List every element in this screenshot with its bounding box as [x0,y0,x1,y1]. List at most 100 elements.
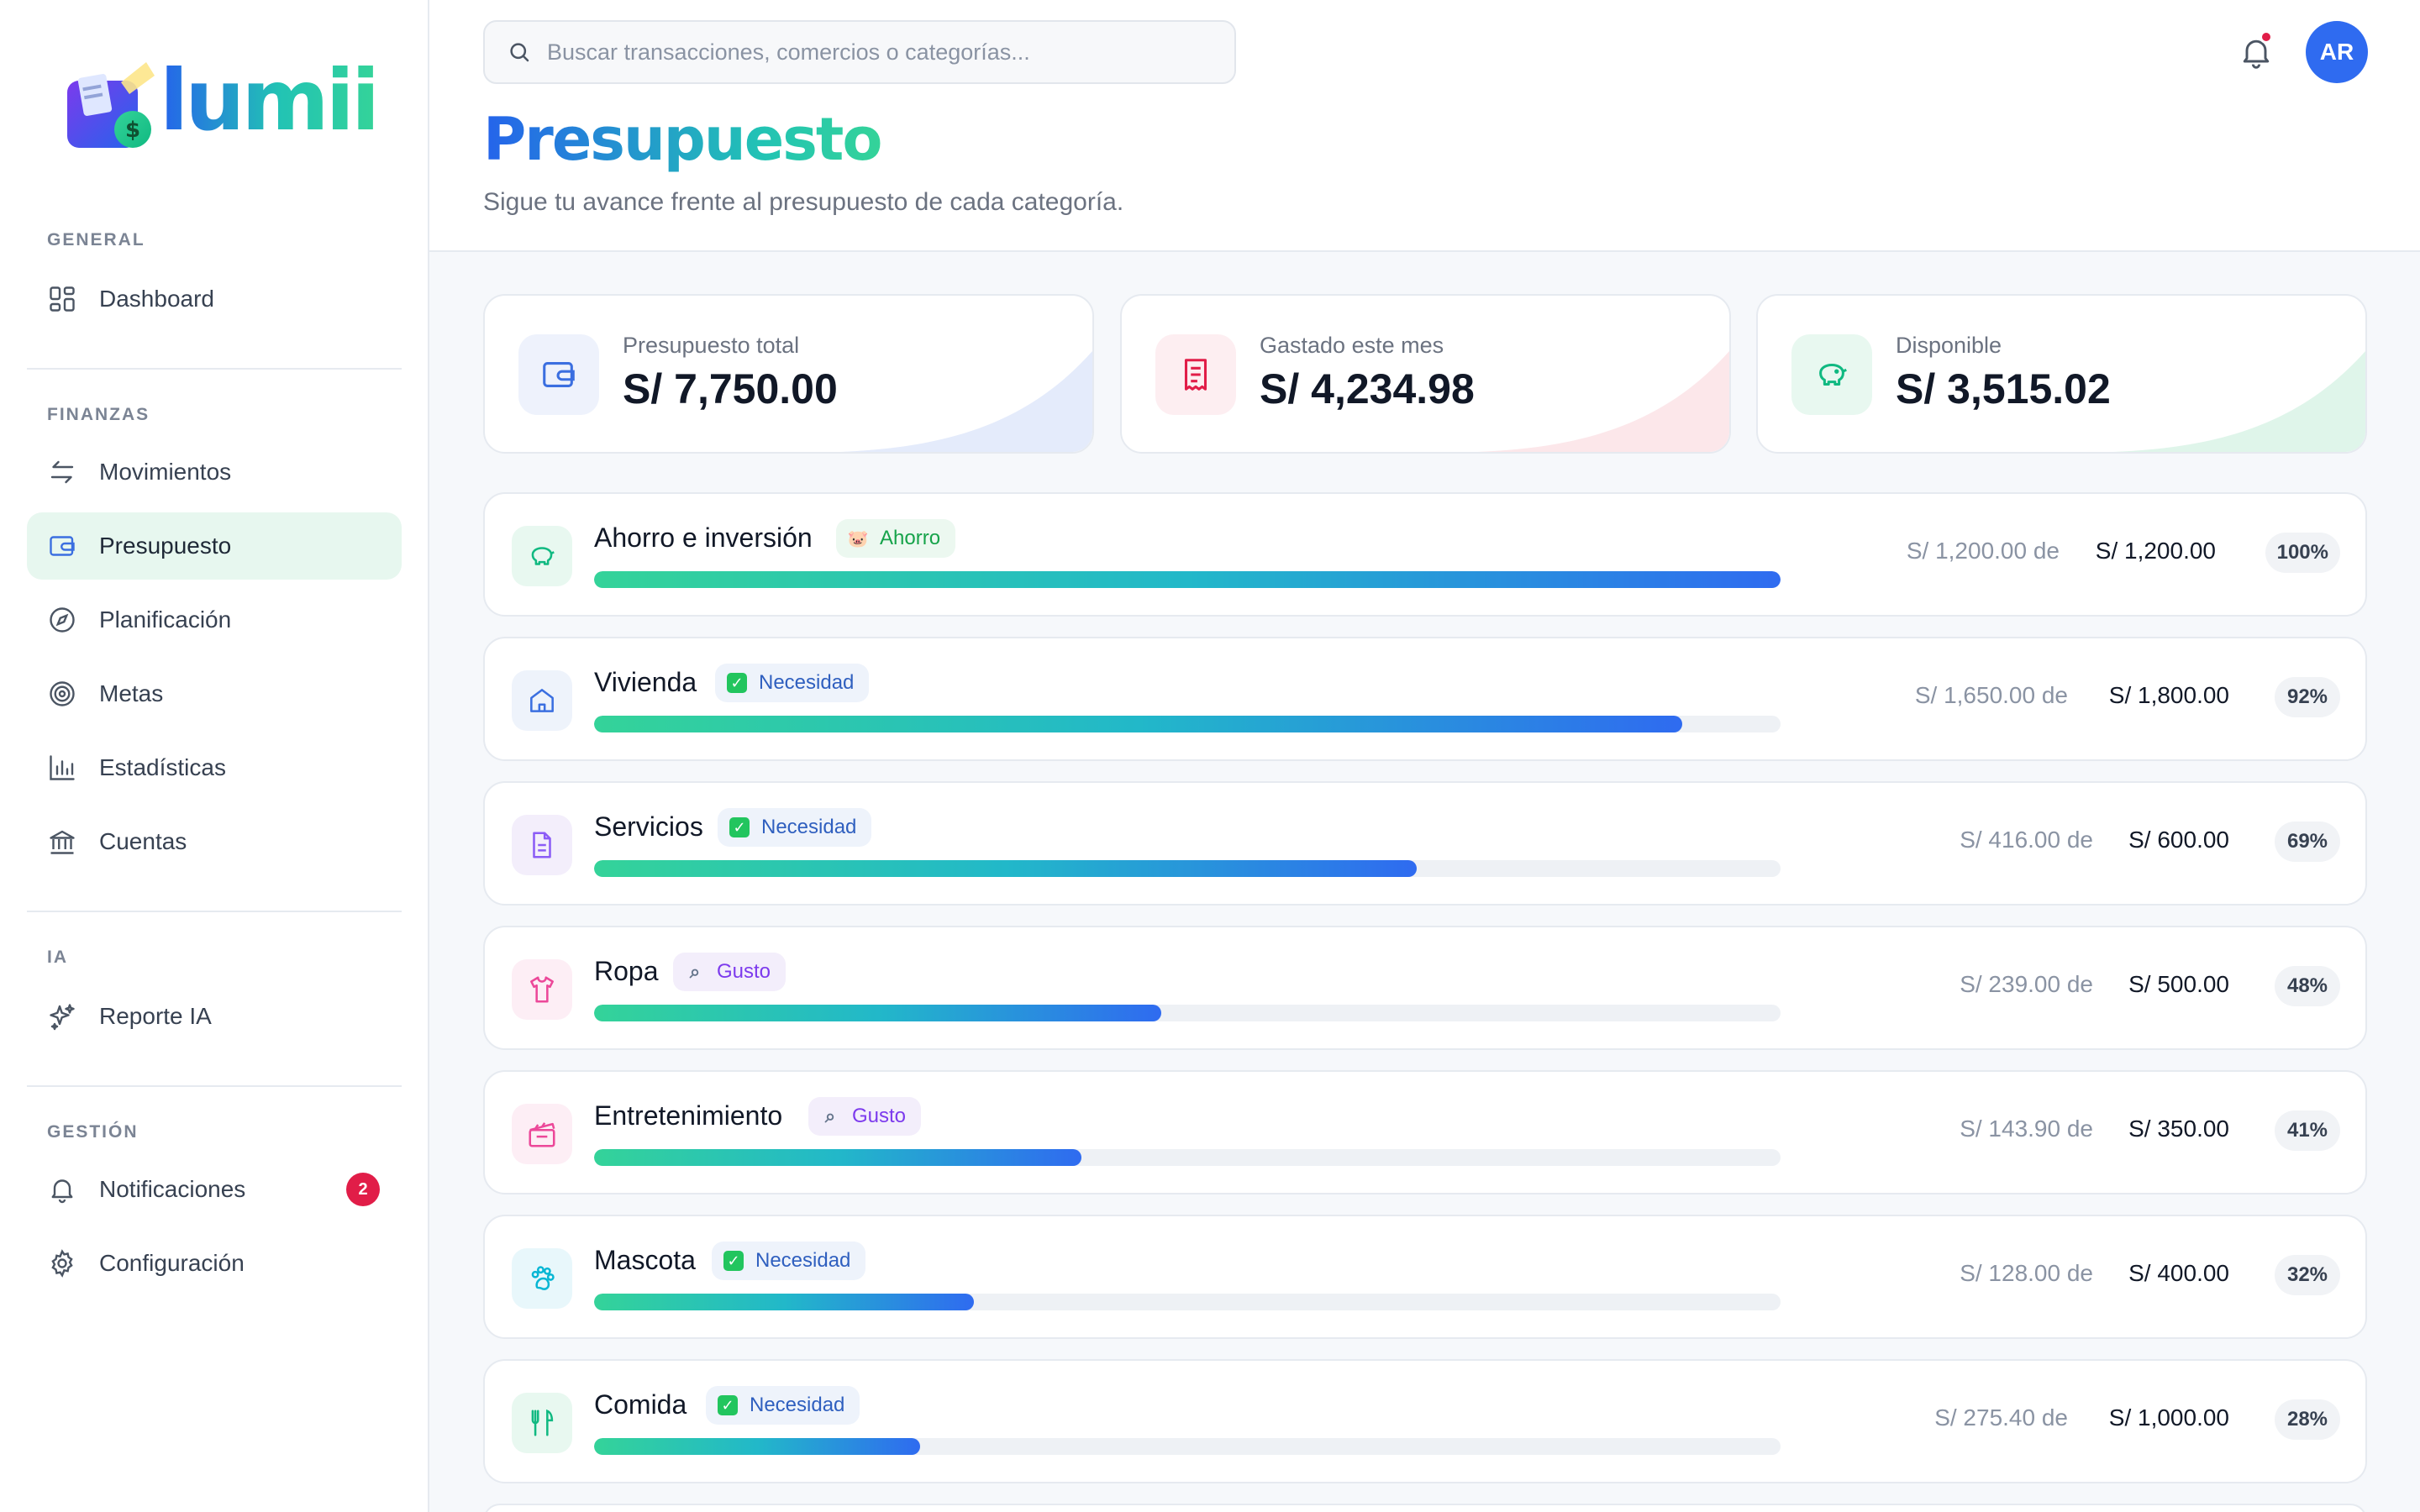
page-title: Presupuesto [483,105,882,174]
notifications-bell-icon[interactable] [2238,34,2275,71]
nav-divider [27,368,402,370]
row-icon-wrap [512,1104,572,1164]
search-emoji-icon: ⌕ [824,1105,836,1126]
tag-label: Gusto [717,960,771,983]
sidebar-item-configuracion[interactable]: Configuración [27,1230,402,1297]
nav-section-general: GENERAL [47,230,145,249]
paw-icon [531,1266,555,1290]
shirt-icon [530,976,554,1003]
app-logo[interactable]: $ lumii [62,50,380,160]
row-icon-wrap [512,1248,572,1309]
clapperboard-icon [529,1122,555,1147]
progress-bar [594,716,1781,732]
piggy-bank-icon [531,547,555,565]
user-avatar[interactable]: AR [2306,21,2368,83]
spent-amount: S/ 416.00 de [1960,827,2093,853]
search-emoji-icon: ⌕ [689,961,701,982]
stat-icon-wrap [1155,334,1236,415]
dashboard-icon [50,286,75,312]
budget-row-ahorro[interactable]: Ahorro e inversión 🐷 Ahorro S/ 1,200.00 d… [483,492,2367,617]
sidebar-item-label: Planificación [99,606,232,633]
wallet-icon [50,536,75,556]
brand-name: lumii [160,51,380,150]
sidebar-item-planificacion[interactable]: Planificación [27,586,402,654]
progress-bar [594,1438,1781,1455]
check-emoji-icon: ✓ [723,1251,744,1271]
progress-fill [594,1149,1082,1166]
stat-label: Gastado este mes [1260,333,1444,358]
sidebar-item-cuentas[interactable]: Cuentas [27,808,402,875]
spent-amount: S/ 143.90 de [1960,1116,2093,1142]
search-input[interactable] [547,39,1219,66]
receipt-icon [1184,359,1207,391]
progress-fill [594,1438,921,1455]
bank-icon [50,830,75,854]
progress-fill [594,1005,1161,1021]
row-icon-wrap [512,1393,572,1453]
row-icon-wrap [512,959,572,1020]
budget-row-mascota[interactable]: Mascota ✓ Necesidad S/ 128.00 de S/ 400.0… [483,1215,2367,1339]
category-name: Ahorro e inversión [594,522,813,553]
nav-divider [27,1085,402,1087]
piggy-bank-icon [1819,363,1847,386]
row-icon-wrap [512,670,572,731]
stat-icon-wrap [1791,334,1872,415]
tag-label: Gusto [852,1105,907,1127]
sidebar-item-label: Dashboard [99,286,214,312]
pig-emoji-icon: 🐷 [847,529,869,549]
budget-amount: S/ 1,000.00 [2108,1404,2229,1431]
wallet-logo-icon: $ [67,62,155,148]
sidebar-item-estadisticas[interactable]: Estadísticas [27,734,402,801]
gear-icon [51,1249,73,1278]
progress-fill [594,716,1682,732]
sidebar-item-label: Notificaciones [99,1176,246,1202]
home-icon [530,689,554,712]
sidebar-item-label: Movimientos [99,459,232,485]
sidebar: $ lumii GENERAL Dashboard FINANZAS Movim… [0,0,429,1512]
stat-label: Disponible [1896,333,2002,358]
category-name: Ropa [594,956,659,986]
tag-label: Necesidad [755,1249,851,1272]
category-tag: ✓ Necesidad [718,808,872,847]
document-icon [533,832,551,858]
budget-row-ropa[interactable]: Ropa ⌕ Gusto S/ 239.00 de S/ 500.00 48% [483,926,2367,1050]
spent-amount: S/ 239.00 de [1960,971,2093,997]
row-icon-wrap [512,815,572,875]
bell-icon [51,1179,73,1204]
search-bar[interactable] [483,20,1236,84]
sidebar-item-label: Reporte IA [99,1003,212,1029]
utensils-icon [531,1409,554,1436]
svg-text:$: $ [125,118,140,143]
category-tag: ⌕ Gusto [673,953,786,991]
progress-fill [594,571,1781,588]
percent-badge: 92% [2275,677,2340,717]
budget-amount: S/ 400.00 [2128,1260,2229,1286]
compass-icon [50,607,75,633]
target-icon [50,681,75,706]
sidebar-item-presupuesto[interactable]: Presupuesto [27,512,402,580]
category-tag: ✓ Necesidad [712,1242,866,1280]
sidebar-item-notificaciones[interactable]: Notificaciones 2 [27,1156,402,1223]
budget-row-servicios[interactable]: Servicios ✓ Necesidad S/ 416.00 de S/ 600… [483,781,2367,906]
stat-value: S/ 7,750.00 [623,365,838,412]
search-icon [510,43,529,62]
budget-row-comida[interactable]: Comida ✓ Necesidad S/ 275.40 de S/ 1,000.… [483,1359,2367,1483]
stat-card-total-budget: Presupuesto total S/ 7,750.00 [483,294,1094,454]
budget-row-vivienda[interactable]: Vivienda ✓ Necesidad S/ 1,650.00 de S/ 1,… [483,637,2367,761]
sidebar-item-label: Presupuesto [99,533,232,559]
stat-card-spent: Gastado este mes S/ 4,234.98 [1120,294,1731,454]
wallet-icon [543,362,575,387]
sparkles-icon [50,1004,75,1031]
sidebar-item-label: Configuración [99,1250,245,1276]
stat-value: S/ 3,515.02 [1896,365,2111,412]
sidebar-item-movimientos[interactable]: Movimientos [27,438,402,506]
budget-row-entretenimiento[interactable]: Entretenimiento ⌕ Gusto S/ 143.90 de S/ 3… [483,1070,2367,1194]
sidebar-item-dashboard[interactable]: Dashboard [27,265,402,333]
sidebar-item-metas[interactable]: Metas [27,660,402,727]
nav-section-gestion: GESTIÓN [47,1122,139,1142]
budget-row-partial [483,1504,2367,1512]
arrows-icon [50,460,74,484]
sidebar-item-reporte-ia[interactable]: Reporte IA [27,983,402,1050]
check-emoji-icon: ✓ [718,1395,738,1415]
sidebar-item-label: Metas [99,680,164,706]
